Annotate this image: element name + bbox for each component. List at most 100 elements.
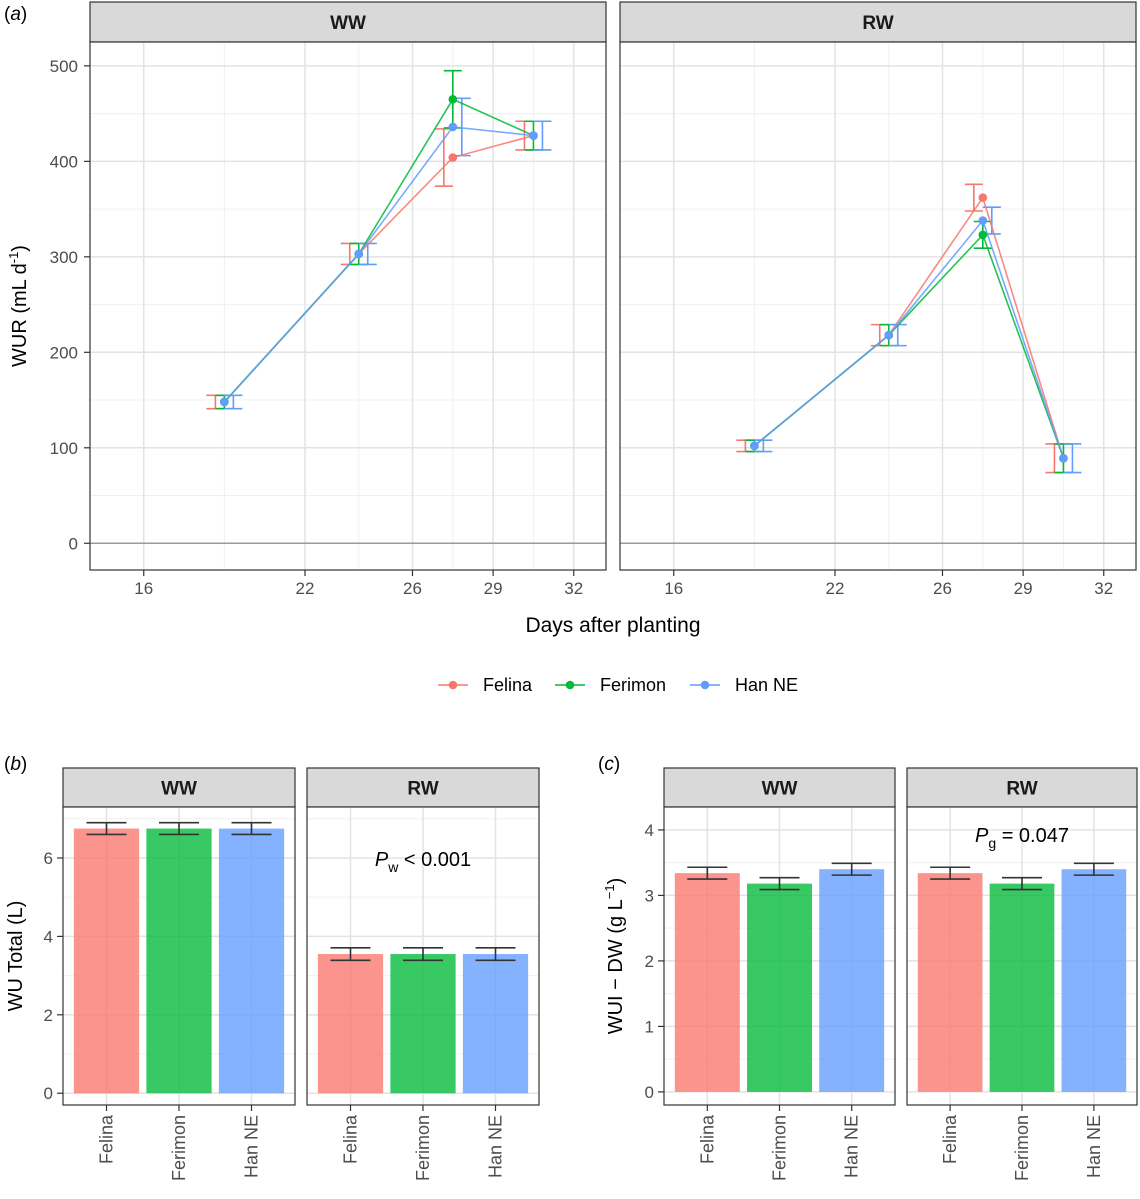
- y-tick-label: 400: [50, 152, 78, 171]
- line-facet-RW: [619, 41, 1137, 571]
- bar: [989, 883, 1055, 1092]
- bar: [390, 954, 456, 1094]
- y-tick-label: 0: [44, 1084, 53, 1103]
- y-tick-label: 0: [645, 1083, 654, 1102]
- x-tick-label: Han NE: [1084, 1115, 1104, 1178]
- data-point: [978, 230, 988, 240]
- legend-key-point: [700, 680, 710, 690]
- x-tick-label: Han NE: [486, 1115, 506, 1178]
- facet-strip-label: RW: [1006, 779, 1037, 800]
- y-tick-label: 4: [44, 927, 53, 946]
- plot-border: [89, 41, 607, 571]
- y-tick-label: 4: [645, 821, 654, 840]
- plot-border: [619, 41, 1137, 571]
- data-point: [448, 94, 458, 104]
- y-tick-label: 0: [69, 534, 78, 553]
- x-tick-label: 32: [564, 579, 583, 598]
- y-tick-label: 2: [44, 1006, 53, 1025]
- x-tick-label: 26: [403, 579, 422, 598]
- legend-item: Ferimon: [555, 675, 666, 695]
- y-tick-label: 500: [50, 57, 78, 76]
- legend-key-point: [565, 680, 575, 690]
- line-facet-WW: [89, 41, 607, 571]
- bar-facet-RW: Pg = 0.047: [906, 806, 1138, 1106]
- x-tick-label: Felina: [940, 1114, 960, 1164]
- legend-label: Han NE: [735, 675, 798, 695]
- x-tick-label: 16: [134, 579, 153, 598]
- y-axis-title: WUR (mL d-1): [6, 245, 31, 367]
- y-axis-title: WUI − DW (g L−1): [602, 878, 627, 1035]
- data-point: [884, 330, 894, 340]
- x-tick-label: 26: [933, 579, 952, 598]
- x-axis-title: Days after planting: [525, 614, 700, 637]
- bar-facet-WW: [663, 806, 896, 1106]
- plot-background: [620, 42, 1136, 570]
- y-tick-label: 300: [50, 248, 78, 267]
- y-tick-label: 1: [645, 1017, 654, 1036]
- facet-strip-label: RW: [407, 779, 438, 800]
- data-point: [1059, 453, 1068, 463]
- bar: [146, 828, 212, 1094]
- bar: [819, 869, 885, 1092]
- legend-label: Ferimon: [600, 675, 666, 695]
- legend-key-point: [448, 680, 458, 690]
- series-line: [223, 126, 534, 403]
- x-tick-label: 32: [1094, 579, 1113, 598]
- legend-label: Felina: [483, 675, 533, 695]
- y-tick-label: 200: [50, 343, 78, 362]
- facet-strip: [906, 767, 1138, 808]
- p-value-annotation: Pw < 0.001: [375, 849, 471, 875]
- bar: [917, 873, 983, 1092]
- x-tick-label: Felina: [697, 1114, 717, 1164]
- x-tick-label: 29: [484, 579, 503, 598]
- y-tick-label: 3: [645, 886, 654, 905]
- data-point: [448, 153, 458, 162]
- bar: [73, 828, 140, 1094]
- x-tick-label: Ferimon: [1012, 1115, 1032, 1181]
- facet-strip-label: WW: [762, 779, 798, 800]
- data-point: [529, 131, 538, 140]
- facet-strip-label: RW: [862, 13, 893, 34]
- facet-strip-label: WW: [161, 779, 197, 800]
- panel-label: (a): [4, 4, 27, 25]
- y-tick-label: 2: [645, 952, 654, 971]
- bar-facet-WW: [62, 806, 296, 1106]
- x-tick-label: Ferimon: [413, 1115, 433, 1181]
- bar: [317, 954, 384, 1094]
- panel-label: (b): [4, 754, 27, 775]
- facet-strip-label: WW: [330, 13, 366, 34]
- legend-item: Felina: [438, 675, 533, 695]
- series-line: [753, 218, 1065, 459]
- x-tick-label: Ferimon: [770, 1115, 790, 1181]
- y-axis-title: WU Total (L): [5, 901, 27, 1012]
- x-tick-label: Ferimon: [169, 1115, 189, 1181]
- facet-strip: [619, 1, 1137, 43]
- y-tick-label: 100: [50, 439, 78, 458]
- x-tick-label: Felina: [97, 1114, 117, 1164]
- panel-label: (c): [598, 754, 620, 775]
- data-point: [220, 397, 229, 407]
- bar: [1061, 869, 1127, 1092]
- data-point: [978, 216, 988, 225]
- data-point: [978, 193, 988, 202]
- facet-strip: [89, 1, 607, 43]
- x-tick-label: 22: [296, 579, 315, 598]
- bar: [218, 828, 285, 1094]
- x-tick-label: Felina: [341, 1114, 361, 1164]
- bar: [747, 883, 812, 1092]
- bar: [674, 873, 740, 1092]
- legend-item: Han NE: [690, 675, 798, 695]
- x-tick-label: 29: [1014, 579, 1033, 598]
- x-tick-label: 16: [664, 579, 683, 598]
- data-point: [448, 122, 458, 132]
- facet-strip: [306, 767, 540, 808]
- y-tick-label: 6: [44, 849, 53, 868]
- bar-facet-RW: Pw < 0.001: [306, 806, 540, 1106]
- data-point: [354, 249, 364, 259]
- data-point: [750, 441, 759, 451]
- x-tick-label: 22: [826, 579, 845, 598]
- bar: [462, 954, 529, 1094]
- x-tick-label: Han NE: [242, 1115, 262, 1178]
- p-value-annotation: Pg = 0.047: [975, 825, 1069, 851]
